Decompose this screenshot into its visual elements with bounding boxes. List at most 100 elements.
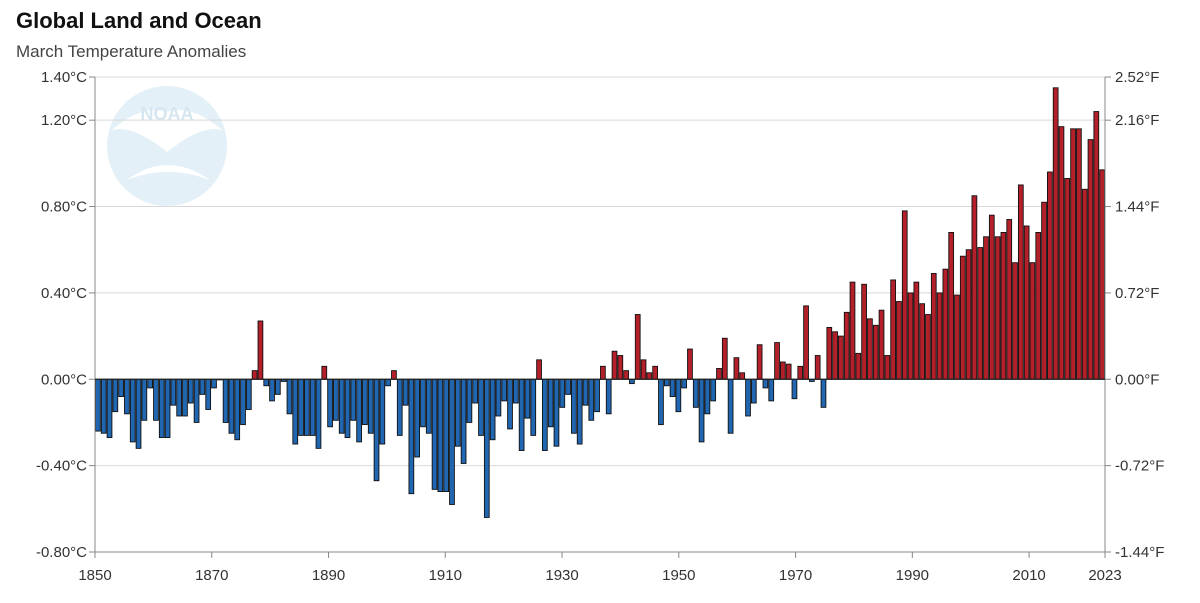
bar (112, 378, 119, 413)
bar (518, 378, 525, 451)
bar (750, 378, 757, 404)
bar (228, 378, 235, 434)
bar (872, 324, 879, 380)
bar (327, 378, 333, 428)
bar (576, 378, 583, 445)
bar (913, 281, 920, 380)
bar (321, 365, 328, 380)
bar (507, 378, 513, 430)
x-tick-label: 1890 (312, 567, 345, 584)
bar (779, 361, 786, 380)
bar (118, 378, 124, 397)
bar (373, 378, 380, 482)
bar (408, 378, 415, 495)
bar (727, 378, 734, 434)
y-tick-label-left: -0.80°C (36, 544, 87, 561)
bar (425, 378, 432, 434)
bar (431, 378, 438, 490)
bar (629, 378, 635, 385)
bar (530, 378, 537, 436)
bar (106, 378, 113, 439)
bar (478, 378, 484, 436)
bar (843, 311, 850, 380)
bar (193, 378, 200, 423)
bar (1006, 219, 1013, 380)
bar (141, 378, 148, 421)
bar (164, 378, 171, 439)
bar (623, 370, 629, 380)
bar (512, 378, 519, 404)
noaa-logo-text: NOAA (141, 104, 194, 124)
y-tick-label-left: 1.20°C (41, 112, 87, 129)
bar (710, 378, 717, 402)
tick-labels: 1.40°C 1.20°C 0.80°C 0.40°C 0.00°C -0.40°C -0.… (36, 69, 1164, 584)
bar (489, 378, 496, 441)
bar (855, 352, 862, 380)
bar (1070, 128, 1076, 380)
bar (176, 378, 183, 417)
bar (286, 378, 293, 415)
bar (147, 378, 153, 389)
bar (983, 236, 989, 380)
y-tick-label-left: 0.00°C (41, 371, 87, 388)
bar (460, 378, 467, 464)
y-tick-label-right: 1.44°F (1115, 199, 1159, 216)
bar (274, 378, 281, 395)
bar (472, 378, 479, 404)
bar (559, 378, 566, 408)
bar (663, 378, 670, 387)
bar (338, 378, 345, 434)
bar (553, 378, 560, 447)
bar (298, 378, 304, 436)
bar (234, 378, 241, 441)
bar (135, 378, 142, 449)
x-tick-label: 2023 (1088, 567, 1121, 584)
bar (1081, 188, 1088, 380)
bar (994, 236, 1001, 380)
bar (1087, 139, 1094, 380)
bar (420, 378, 426, 428)
bar (158, 378, 165, 439)
bar (768, 378, 775, 402)
bar (582, 378, 589, 406)
bar (617, 355, 624, 380)
bar (205, 378, 212, 410)
bar (594, 378, 600, 413)
bar (669, 378, 676, 397)
x-tick-label: 1990 (896, 567, 929, 584)
bar (304, 378, 310, 436)
bar (1093, 111, 1100, 380)
bar (791, 378, 798, 400)
bar (153, 378, 159, 421)
bar (681, 378, 688, 389)
bar (1076, 128, 1082, 380)
bar (739, 372, 746, 380)
bar (182, 378, 188, 417)
bar (930, 273, 937, 380)
bar (634, 314, 641, 380)
bar (536, 359, 542, 380)
bar (524, 378, 531, 419)
bar (309, 378, 316, 436)
bar (385, 378, 391, 387)
bar (925, 314, 931, 380)
x-tick-label: 1910 (429, 567, 462, 584)
bar (571, 378, 577, 434)
y-tick-label-right: 0.00°F (1115, 371, 1159, 388)
bar (646, 372, 653, 380)
bar (803, 305, 809, 380)
bar (1029, 262, 1036, 380)
bar (1035, 232, 1042, 380)
bar (187, 378, 194, 404)
bar (884, 355, 891, 380)
bar (965, 249, 972, 380)
bar (449, 378, 455, 505)
bar (675, 378, 682, 413)
bar (1017, 184, 1024, 380)
x-tick-label: 1850 (78, 567, 111, 584)
bar (1041, 201, 1047, 380)
bar (466, 378, 473, 423)
bar (704, 378, 711, 415)
bar (896, 301, 902, 380)
bar (437, 378, 444, 492)
